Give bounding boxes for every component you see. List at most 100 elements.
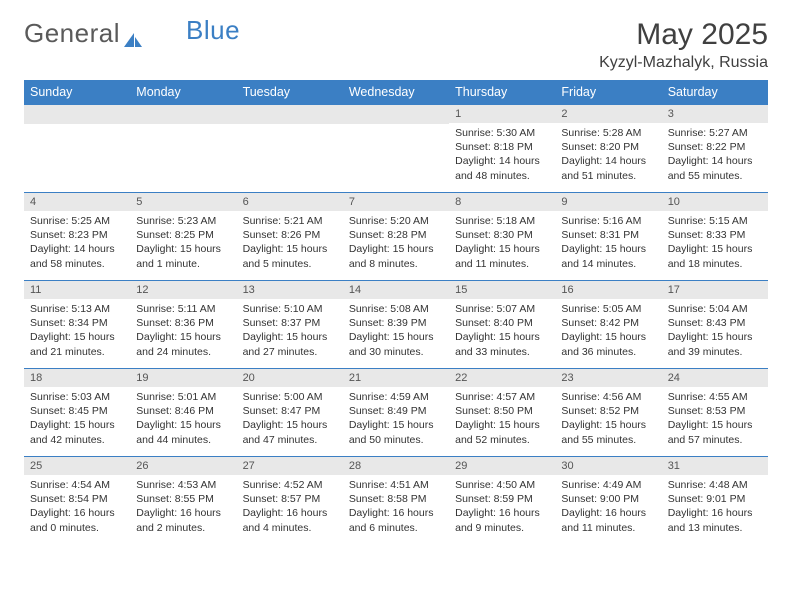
calendar-row: 11 Sunrise: 5:13 AMSunset: 8:34 PM Dayligh… [24, 280, 768, 368]
location-text: Kyzyl-Mazhalyk, Russia [599, 54, 768, 72]
calendar-cell: 16Sunrise: 5:05 AMSunset: 8:42 PMDayligh… [555, 280, 661, 368]
header: General Blue May 2025 Kyzyl-Mazhalyk, Ru… [24, 18, 768, 72]
daylight-text: Daylight: 15 hours and 33 minutes. [455, 330, 549, 358]
day-details: Sunrise: 5:18 AMSunset: 8:30 PMDaylight:… [449, 211, 555, 275]
day-number: 18 [24, 368, 130, 387]
weekday-header: Friday [555, 80, 661, 104]
calendar-cell [130, 104, 236, 192]
calendar-cell: 21Sunrise: 4:59 AMSunset: 8:49 PMDayligh… [343, 368, 449, 456]
calendar-cell: 9Sunrise: 5:16 AMSunset: 8:31 PMDaylight… [555, 192, 661, 280]
sunrise-text: Sunrise: 5:16 AM [561, 214, 655, 228]
day-details: Sunrise: 5:00 AMSunset: 8:47 PMDaylight:… [237, 387, 343, 451]
sunrise-text: Sunrise: 4:59 AM [349, 390, 443, 404]
daylight-text: Daylight: 16 hours and 11 minutes. [561, 506, 655, 534]
calendar-cell: 3Sunrise: 5:27 AMSunset: 8:22 PMDaylight… [662, 104, 768, 192]
empty-day [130, 104, 236, 124]
daylight-text: Daylight: 15 hours and 47 minutes. [243, 418, 337, 446]
day-number: 9 [555, 192, 661, 211]
calendar-cell: 12Sunrise: 5:11 AMSunset: 8:36 PMDayligh… [130, 280, 236, 368]
calendar-row: 4Sunrise: 5:25 AMSunset: 8:23 PMDaylight… [24, 192, 768, 280]
day-details: Sunrise: 4:49 AMSunset: 9:00 PMDaylight:… [555, 475, 661, 539]
empty-day [237, 104, 343, 124]
day-details: Sunrise: 4:51 AMSunset: 8:58 PMDaylight:… [343, 475, 449, 539]
calendar-cell [237, 104, 343, 192]
sunset-text: Sunset: 8:54 PM [30, 492, 124, 506]
daylight-text: Daylight: 14 hours and 51 minutes. [561, 154, 655, 182]
sunset-text: Sunset: 8:39 PM [349, 316, 443, 330]
day-details: Sunrise: 5:04 AMSunset: 8:43 PMDaylight:… [662, 299, 768, 363]
day-number: 11 [24, 280, 130, 299]
daylight-text: Daylight: 14 hours and 48 minutes. [455, 154, 549, 182]
sunrise-text: Sunrise: 5:01 AM [136, 390, 230, 404]
calendar-cell: 22Sunrise: 4:57 AMSunset: 8:50 PMDayligh… [449, 368, 555, 456]
day-details: Sunrise: 5:07 AMSunset: 8:40 PMDaylight:… [449, 299, 555, 363]
daylight-text: Daylight: 15 hours and 18 minutes. [668, 242, 762, 270]
calendar-cell: 25Sunrise: 4:54 AMSunset: 8:54 PMDayligh… [24, 456, 130, 544]
weekday-header: Monday [130, 80, 236, 104]
calendar-cell: 2Sunrise: 5:28 AMSunset: 8:20 PMDaylight… [555, 104, 661, 192]
day-details: Sunrise: 4:57 AMSunset: 8:50 PMDaylight:… [449, 387, 555, 451]
sunrise-text: Sunrise: 4:49 AM [561, 478, 655, 492]
day-number: 13 [237, 280, 343, 299]
day-details: Sunrise: 5:28 AMSunset: 8:20 PMDaylight:… [555, 123, 661, 187]
sunrise-text: Sunrise: 4:50 AM [455, 478, 549, 492]
sunrise-text: Sunrise: 5:21 AM [243, 214, 337, 228]
weekday-header: Sunday [24, 80, 130, 104]
calendar-cell: 17Sunrise: 5:04 AMSunset: 8:43 PMDayligh… [662, 280, 768, 368]
sunrise-text: Sunrise: 5:30 AM [455, 126, 549, 140]
day-number: 14 [343, 280, 449, 299]
daylight-text: Daylight: 16 hours and 6 minutes. [349, 506, 443, 534]
daylight-text: Daylight: 16 hours and 9 minutes. [455, 506, 549, 534]
day-number: 3 [662, 104, 768, 123]
day-number: 17 [662, 280, 768, 299]
day-details: Sunrise: 5:08 AMSunset: 8:39 PMDaylight:… [343, 299, 449, 363]
sunrise-text: Sunrise: 4:48 AM [668, 478, 762, 492]
day-number: 16 [555, 280, 661, 299]
day-number: 8 [449, 192, 555, 211]
day-details: Sunrise: 5:03 AMSunset: 8:45 PMDaylight:… [24, 387, 130, 451]
day-details: Sunrise: 4:53 AMSunset: 8:55 PMDaylight:… [130, 475, 236, 539]
day-details: Sunrise: 4:52 AMSunset: 8:57 PMDaylight:… [237, 475, 343, 539]
day-number: 10 [662, 192, 768, 211]
daylight-text: Daylight: 15 hours and 36 minutes. [561, 330, 655, 358]
day-number: 24 [662, 368, 768, 387]
sunrise-text: Sunrise: 5:08 AM [349, 302, 443, 316]
weekday-header: Thursday [449, 80, 555, 104]
sunrise-text: Sunrise: 5:11 AM [136, 302, 230, 316]
day-number: 20 [237, 368, 343, 387]
day-number: 12 [130, 280, 236, 299]
sunrise-text: Sunrise: 5:13 AM [30, 302, 124, 316]
sunset-text: Sunset: 9:00 PM [561, 492, 655, 506]
daylight-text: Daylight: 15 hours and 27 minutes. [243, 330, 337, 358]
sunrise-text: Sunrise: 5:10 AM [243, 302, 337, 316]
sunset-text: Sunset: 8:43 PM [668, 316, 762, 330]
calendar-cell: 11Sunrise: 5:13 AMSunset: 8:34 PMDayligh… [24, 280, 130, 368]
day-details: Sunrise: 5:23 AMSunset: 8:25 PMDaylight:… [130, 211, 236, 275]
weekday-header: Wednesday [343, 80, 449, 104]
sunset-text: Sunset: 8:34 PM [30, 316, 124, 330]
day-details: Sunrise: 4:50 AMSunset: 8:59 PMDaylight:… [449, 475, 555, 539]
calendar-cell: 20Sunrise: 5:00 AMSunset: 8:47 PMDayligh… [237, 368, 343, 456]
sail-icon [122, 25, 144, 43]
sunrise-text: Sunrise: 5:05 AM [561, 302, 655, 316]
day-number: 28 [343, 456, 449, 475]
daylight-text: Daylight: 15 hours and 42 minutes. [30, 418, 124, 446]
empty-day [343, 104, 449, 124]
sunset-text: Sunset: 8:46 PM [136, 404, 230, 418]
calendar-cell: 27Sunrise: 4:52 AMSunset: 8:57 PMDayligh… [237, 456, 343, 544]
day-details: Sunrise: 5:25 AMSunset: 8:23 PMDaylight:… [24, 211, 130, 275]
sunrise-text: Sunrise: 5:18 AM [455, 214, 549, 228]
sunset-text: Sunset: 8:55 PM [136, 492, 230, 506]
sunset-text: Sunset: 8:47 PM [243, 404, 337, 418]
sunrise-text: Sunrise: 4:51 AM [349, 478, 443, 492]
day-details: Sunrise: 4:59 AMSunset: 8:49 PMDaylight:… [343, 387, 449, 451]
calendar-cell: 28Sunrise: 4:51 AMSunset: 8:58 PMDayligh… [343, 456, 449, 544]
sunset-text: Sunset: 8:53 PM [668, 404, 762, 418]
daylight-text: Daylight: 16 hours and 2 minutes. [136, 506, 230, 534]
daylight-text: Daylight: 14 hours and 55 minutes. [668, 154, 762, 182]
calendar-cell: 31Sunrise: 4:48 AMSunset: 9:01 PMDayligh… [662, 456, 768, 544]
day-number: 5 [130, 192, 236, 211]
sunset-text: Sunset: 8:20 PM [561, 140, 655, 154]
sunset-text: Sunset: 8:40 PM [455, 316, 549, 330]
calendar-cell: 14Sunrise: 5:08 AMSunset: 8:39 PMDayligh… [343, 280, 449, 368]
